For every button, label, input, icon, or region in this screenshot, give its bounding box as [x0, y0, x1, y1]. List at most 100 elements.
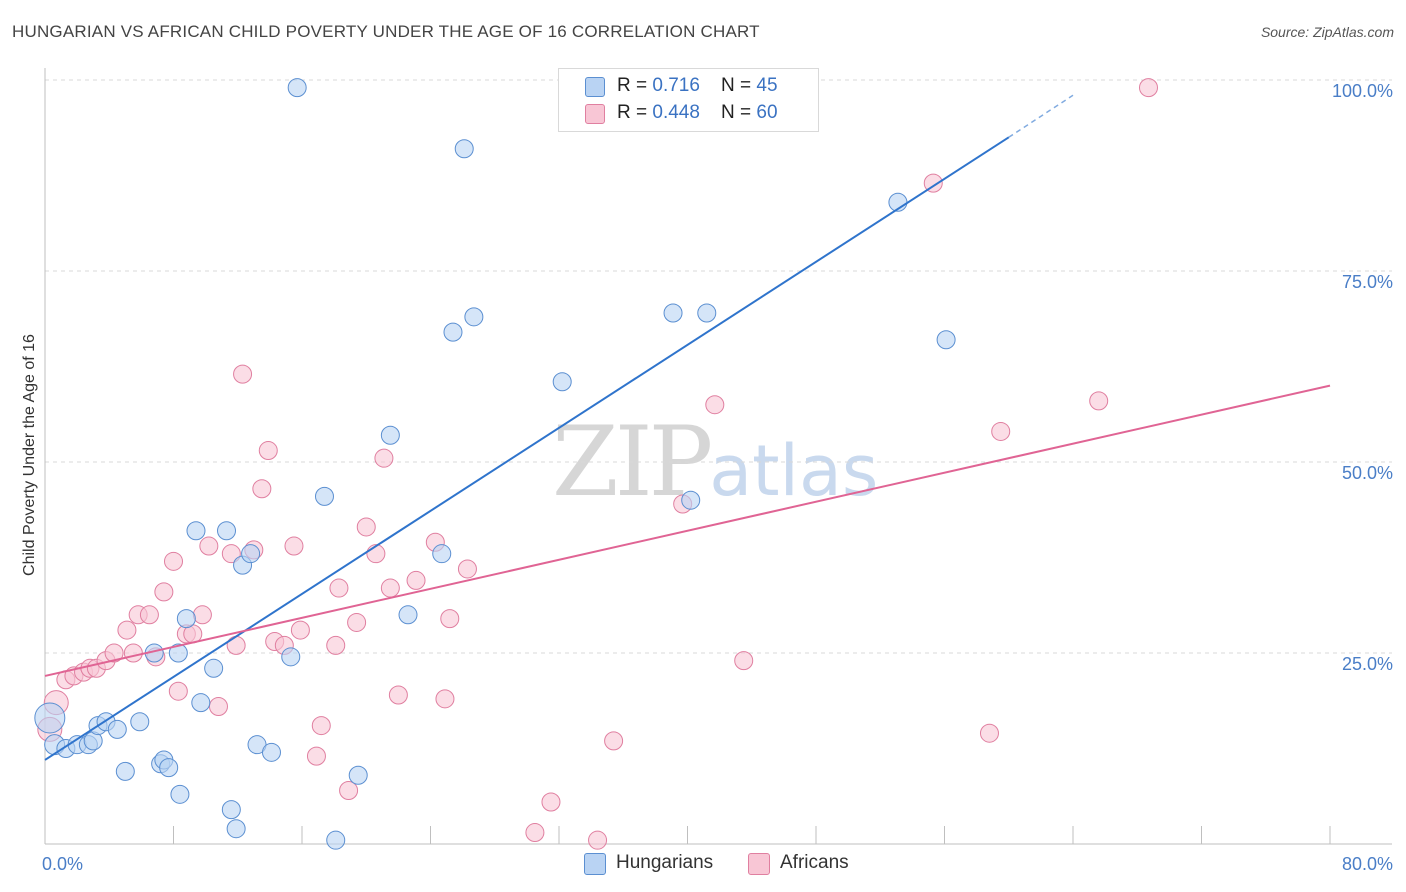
chart-title: HUNGARIAN VS AFRICAN CHILD POVERTY UNDER…	[12, 22, 760, 41]
correlation-legend: R = 0.716 N = 45 R = 0.448 N = 60	[558, 68, 819, 132]
hungarians-point	[380, 425, 400, 445]
africans-point	[374, 448, 394, 468]
hungarians-point	[681, 490, 701, 510]
africans-point	[104, 643, 124, 663]
africans-point	[380, 578, 400, 598]
x-tick-label-min: 0.0%	[42, 854, 83, 874]
hungarians-point	[348, 765, 368, 785]
africans-legend-swatch	[748, 853, 770, 875]
africans-point	[705, 395, 725, 415]
africans-point	[306, 746, 326, 766]
y-tick-label: 50.0%	[1342, 463, 1393, 483]
hungarians-point	[34, 702, 66, 734]
hungarians-n-label: N =	[721, 75, 757, 96]
africans-legend-label: Africans	[780, 852, 849, 873]
africans-point	[525, 823, 545, 843]
africans-point	[311, 716, 331, 736]
africans-point	[226, 635, 246, 655]
africans-point	[326, 635, 346, 655]
africans-r-value: 0.448	[652, 102, 700, 123]
hungarians-point	[130, 712, 150, 732]
hungarians-point	[217, 521, 237, 541]
hungarians-point	[398, 605, 418, 625]
hungarians-point	[432, 544, 452, 564]
hungarians-point	[287, 78, 307, 98]
hungarians-point	[107, 719, 127, 739]
hungarians-points	[34, 78, 956, 850]
hungarians-point	[443, 322, 463, 342]
africans-point	[366, 544, 386, 564]
hungarians-swatch	[585, 77, 605, 97]
africans-point	[139, 605, 159, 625]
africans-point	[1089, 391, 1109, 411]
africans-point	[154, 582, 174, 602]
hungarians-point	[168, 643, 188, 663]
hungarians-r-value: 0.716	[652, 75, 700, 96]
hungarians-point	[170, 784, 190, 804]
hungarians-point	[552, 372, 572, 392]
africans-point	[208, 696, 228, 716]
hungarians-legend-label: Hungarians	[616, 852, 714, 873]
africans-point	[284, 536, 304, 556]
hungarians-point	[936, 330, 956, 350]
y-tick-label: 100.0%	[1332, 81, 1393, 101]
hungarians-point	[454, 139, 474, 159]
africans-trend-line	[44, 384, 1331, 677]
hungarians-point	[281, 647, 301, 667]
hungarians-point	[261, 742, 281, 762]
hungarians-point	[326, 830, 346, 850]
hungarians-n-value: 45	[756, 75, 778, 96]
africans-point	[123, 643, 143, 663]
hungarians-trend-extension	[1008, 94, 1074, 138]
africans-n-value: 60	[756, 102, 778, 123]
africans-point	[734, 651, 754, 671]
hungarians-point	[241, 544, 261, 564]
hungarians-point	[159, 758, 179, 778]
africans-point	[347, 612, 367, 632]
hungarians-point	[204, 658, 224, 678]
hungarians-legend-swatch	[584, 853, 606, 875]
africans-n-label: N =	[721, 102, 757, 123]
africans-point	[1138, 78, 1158, 98]
africans-point	[252, 479, 272, 499]
y-tick-label: 75.0%	[1342, 272, 1393, 292]
africans-point	[192, 605, 212, 625]
hungarians-point	[697, 303, 717, 323]
hungarians-point	[226, 819, 246, 839]
africans-point	[258, 441, 278, 461]
hungarians-point	[314, 486, 334, 506]
africans-point	[979, 723, 999, 743]
africans-point	[199, 536, 219, 556]
hungarians-point	[663, 303, 683, 323]
hungarians-point	[191, 693, 211, 713]
africans-point	[117, 620, 137, 640]
africans-point	[588, 830, 608, 850]
africans-points	[37, 78, 1158, 850]
africans-point	[991, 421, 1011, 441]
y-tick-label: 25.0%	[1342, 654, 1393, 674]
africans-point	[457, 559, 477, 579]
hungarians-trend-line	[44, 136, 1010, 761]
africans-point	[440, 609, 460, 629]
africans-point	[290, 620, 310, 640]
hungarians-point	[115, 761, 135, 781]
africans-r-label: R =	[617, 102, 653, 123]
hungarians-r-label: R =	[617, 75, 653, 96]
africans-point	[164, 551, 183, 571]
source-label: Source: ZipAtlas.com	[1260, 24, 1394, 40]
hungarians-point	[464, 307, 484, 327]
africans-point	[221, 544, 241, 564]
africans-point	[388, 685, 408, 705]
africans-point	[339, 781, 359, 801]
hungarians-point	[176, 609, 196, 629]
africans-point	[406, 570, 426, 590]
africans-point	[356, 517, 376, 537]
africans-point	[168, 681, 188, 701]
africans-point	[923, 173, 943, 193]
watermark-atlas: atlas	[709, 430, 879, 512]
africans-swatch	[585, 104, 605, 124]
africans-point	[329, 578, 349, 598]
africans-point	[604, 731, 624, 751]
x-tick-label-max: 80.0%	[1342, 854, 1393, 874]
